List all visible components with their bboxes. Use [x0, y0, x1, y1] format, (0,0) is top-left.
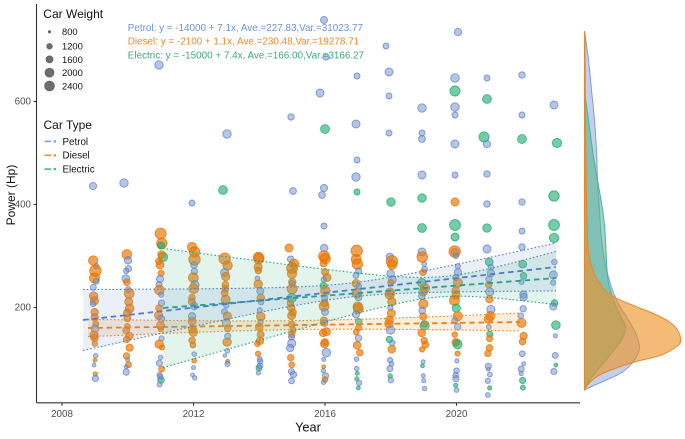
svg-text:Diesel: Diesel: [63, 151, 90, 162]
svg-text:2012: 2012: [183, 409, 205, 420]
svg-text:Petrol: y = -14000 + 7.1x, Ave: Petrol: y = -14000 + 7.1x, Ave.=227.83,V…: [128, 23, 363, 34]
svg-text:600: 600: [15, 97, 32, 108]
svg-text:2016: 2016: [314, 409, 336, 420]
svg-text:Year: Year: [295, 420, 322, 435]
svg-text:Car Weight: Car Weight: [43, 7, 103, 21]
svg-text:1600: 1600: [62, 54, 83, 65]
svg-text:Petrol: Petrol: [63, 137, 89, 148]
svg-text:Car Type: Car Type: [44, 118, 93, 132]
svg-text:2008: 2008: [51, 409, 73, 420]
svg-text:Electric: Electric: [63, 165, 95, 176]
svg-text:800: 800: [62, 26, 78, 37]
svg-text:Diesel: y = -2100 + 1.1x, Ave.: Diesel: y = -2100 + 1.1x, Ave.=230.48,Va…: [128, 37, 360, 48]
svg-text:2000: 2000: [62, 67, 83, 78]
svg-text:2020: 2020: [446, 409, 468, 420]
svg-text:2400: 2400: [62, 80, 83, 91]
svg-text:400: 400: [15, 200, 32, 211]
svg-text:Electric: y = -15000 + 7.4x, A: Electric: y = -15000 + 7.4x, Ave.=166.00…: [128, 51, 364, 62]
svg-text:1200: 1200: [62, 41, 83, 52]
svg-text:200: 200: [15, 303, 32, 314]
svg-text:Power (Hp): Power (Hp): [4, 165, 18, 226]
